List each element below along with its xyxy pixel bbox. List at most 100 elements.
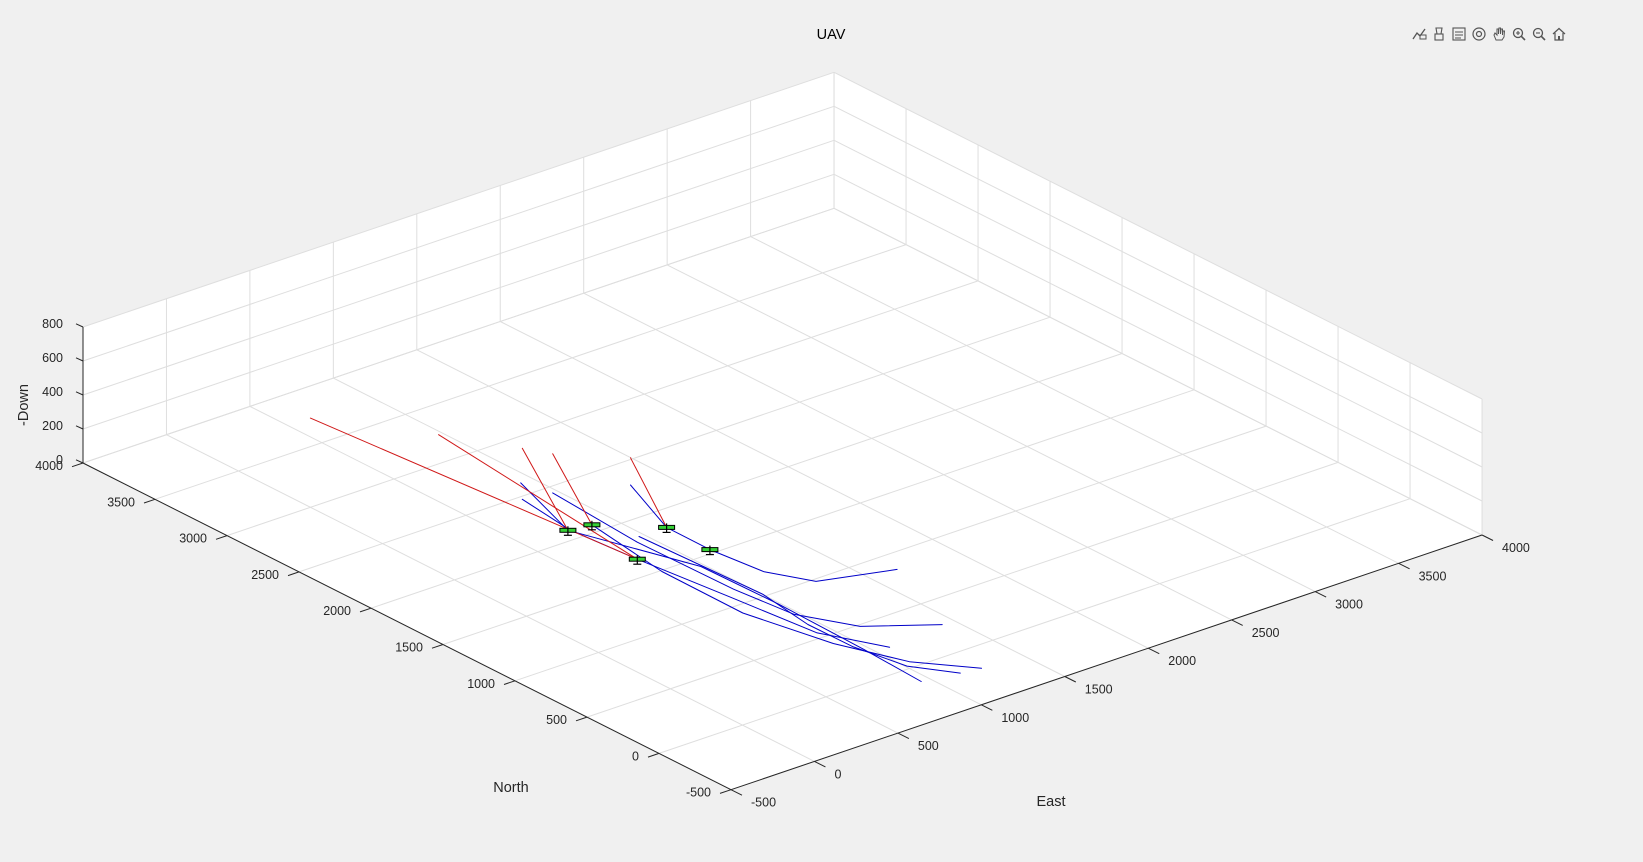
y-tick-label: 3500 <box>1419 569 1447 583</box>
home-button[interactable] <box>1550 24 1568 44</box>
grid-line <box>82 105 835 362</box>
uav-marker <box>701 545 719 556</box>
tick-layer: -50005001000150020002500300035004000-500… <box>35 317 1530 810</box>
y-tick <box>730 789 743 796</box>
zoom-in-button[interactable] <box>1510 24 1528 44</box>
y-tick-label: 500 <box>918 739 939 753</box>
x-tick <box>215 535 228 540</box>
z-tick <box>75 357 84 362</box>
z-tick <box>75 425 84 430</box>
x-tick-label: 500 <box>546 713 567 727</box>
uav-marker <box>559 526 577 536</box>
series-planned-5 <box>520 482 922 682</box>
x-tick-label: -500 <box>686 786 711 800</box>
series-actual-6 <box>309 417 638 560</box>
grid-line <box>154 244 907 500</box>
y-tick-label: 0 <box>834 767 841 781</box>
grid-line <box>750 236 1399 564</box>
x-tick-label: 1500 <box>395 641 423 655</box>
x-tick-label: 0 <box>632 749 639 763</box>
uav-layer <box>559 520 719 565</box>
x-tick-label: 4000 <box>35 459 63 473</box>
z-tick <box>75 459 84 464</box>
grid-line <box>833 71 1483 400</box>
x-tick <box>575 716 588 722</box>
y-tick <box>897 732 910 740</box>
legend-button[interactable] <box>1450 24 1468 44</box>
uav-marker <box>628 555 646 565</box>
grid-line <box>226 280 979 537</box>
axes-toolbar <box>1410 24 1568 44</box>
grid-line <box>833 105 1483 434</box>
grid-line <box>370 353 1123 609</box>
y-tick <box>1481 534 1494 541</box>
rotate-3d-button[interactable] <box>1470 24 1488 44</box>
uav-marker <box>658 523 676 534</box>
x-tick <box>287 571 300 577</box>
series-planned-2 <box>552 492 943 627</box>
y-tick <box>1064 676 1077 683</box>
z-tick-label: 200 <box>42 419 63 433</box>
y-tick <box>1398 562 1410 570</box>
y-tick-label: 2500 <box>1252 626 1280 640</box>
grid-line <box>333 377 982 706</box>
grid-line <box>666 264 1316 593</box>
legend-icon <box>1452 27 1466 41</box>
grid-line <box>583 292 1232 621</box>
x-tick <box>431 644 444 649</box>
x-tick <box>359 607 372 613</box>
z-tick-label: 400 <box>42 385 63 399</box>
pan-button[interactable] <box>1490 24 1508 44</box>
z-axis-label: -Down <box>16 384 32 426</box>
y-tick-label: -500 <box>751 796 776 810</box>
x-tick-label: 1000 <box>467 677 495 691</box>
y-tick-label: 4000 <box>1502 541 1530 555</box>
grid-line <box>514 425 1267 682</box>
grid-line <box>833 173 1483 502</box>
grid-line <box>500 321 1149 649</box>
floor-pane <box>83 208 1483 790</box>
z-tick-label: 0 <box>56 453 63 467</box>
y-axis-line <box>730 534 1483 791</box>
grid-line <box>82 71 835 328</box>
y-axis-label: East <box>1036 794 1065 810</box>
y-tick-label: 1500 <box>1085 683 1113 697</box>
x-tick <box>503 680 516 685</box>
y-tick <box>981 704 993 711</box>
series-layer <box>309 417 982 682</box>
y-tick-label: 2000 <box>1168 654 1196 668</box>
z-tick <box>75 391 84 396</box>
grid-line <box>416 349 1066 677</box>
z-tick <box>75 323 84 328</box>
brush-button[interactable] <box>1430 24 1448 44</box>
grid-line <box>833 207 1483 536</box>
series-actual-7 <box>438 434 638 560</box>
grid-line <box>833 139 1483 468</box>
x-axis-line <box>82 462 732 791</box>
x-tick-label: 2000 <box>323 604 351 618</box>
grid-line <box>82 139 835 396</box>
grid-line <box>249 405 899 734</box>
x-tick <box>71 462 84 468</box>
zoom-out-button[interactable] <box>1530 24 1548 44</box>
x-tick-label: 3000 <box>179 532 207 546</box>
chart-title: UAV <box>817 27 846 43</box>
pan-icon <box>1493 27 1506 41</box>
series-actual-10 <box>630 457 668 528</box>
grid-line <box>442 389 1195 645</box>
grid-layer <box>82 71 1483 791</box>
data-tips-button[interactable] <box>1410 24 1428 44</box>
x-tick <box>647 752 660 758</box>
y-tick-label: 1000 <box>1001 711 1029 725</box>
y-tick <box>1314 591 1327 598</box>
y-tick-label: 3000 <box>1335 598 1363 612</box>
rotate-3d-icon <box>1472 27 1486 41</box>
data-tips-icon <box>1412 28 1427 40</box>
zoom-in-icon <box>1512 27 1526 41</box>
grid-line <box>82 207 835 464</box>
x-axis-label: North <box>493 780 528 796</box>
grid-line <box>586 461 1339 718</box>
z-tick-label: 800 <box>42 317 63 331</box>
x-tick <box>719 789 732 794</box>
